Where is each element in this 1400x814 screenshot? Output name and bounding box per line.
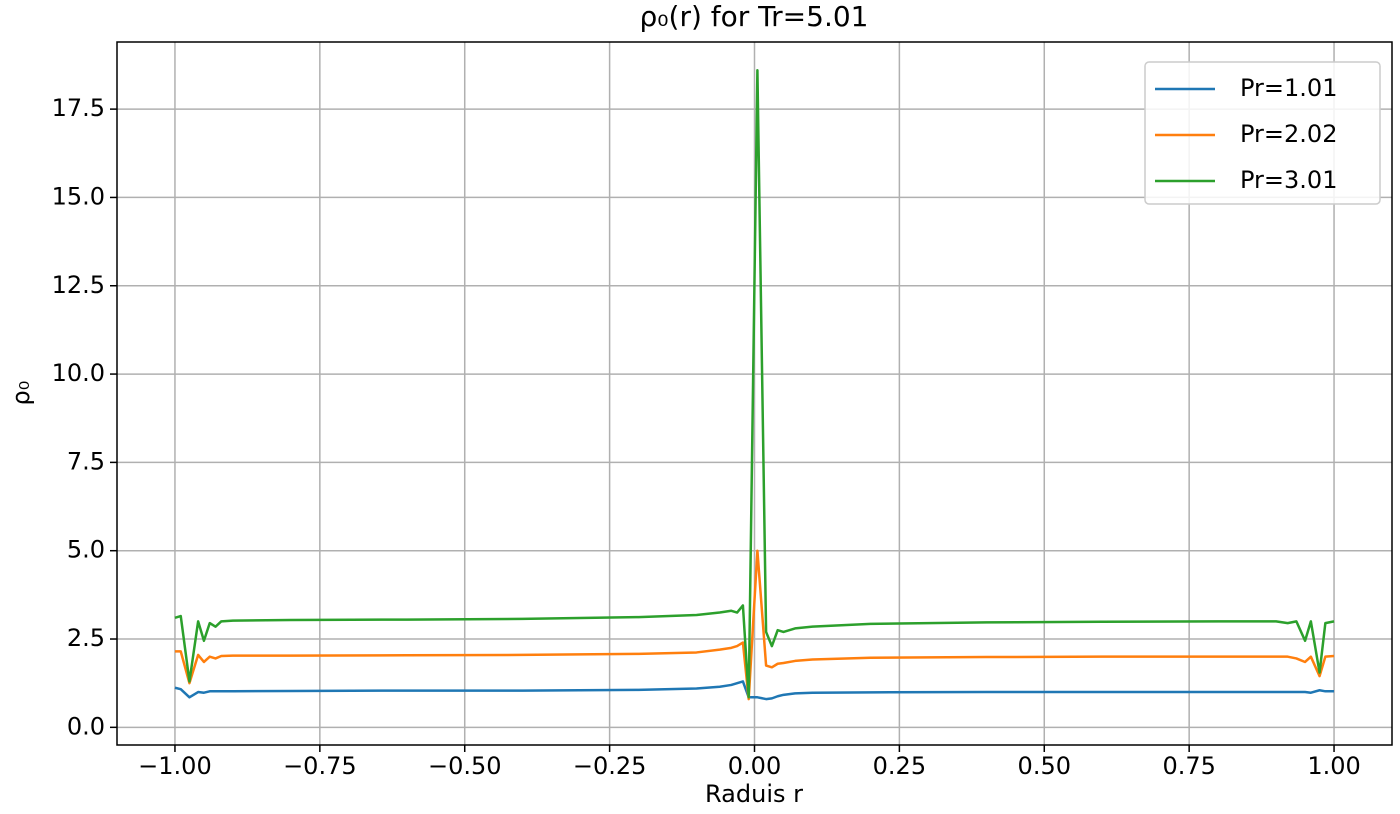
series-line [174,69,1335,699]
legend-label: Pr=2.02 [1240,120,1337,148]
y-tick-label: 17.5 [52,94,105,122]
chart-title: ρ₀(r) for Tr=5.01 [640,0,869,33]
x-tick-label: 0.75 [1162,752,1215,780]
x-tick-label: −1.00 [138,752,212,780]
y-tick-label: 0.0 [67,712,105,740]
x-tick-label: −0.50 [428,752,502,780]
x-tick-label: −0.25 [573,752,647,780]
legend-box [1144,61,1381,205]
x-tick-label: 0.50 [1018,752,1071,780]
y-axis-label: ρ₀ [7,381,35,406]
x-axis-label: Raduis r [705,780,803,808]
x-tick-label: −0.75 [283,752,357,780]
legend-label: Pr=3.01 [1240,166,1337,194]
plot-frame [116,41,1393,746]
y-tick-label: 7.5 [67,447,105,475]
y-tick-label: 15.0 [52,182,105,210]
y-tick-label: 10.0 [52,359,105,387]
series-line [174,680,1335,701]
y-tick-label: 12.5 [52,271,105,299]
x-tick-label: 0.00 [728,752,781,780]
y-tick-label: 2.5 [67,624,105,652]
y-tick-label: 5.0 [67,536,105,564]
x-tick-label: 0.25 [873,752,926,780]
x-tick-label: 1.00 [1307,752,1360,780]
legend-label: Pr=1.01 [1240,74,1337,102]
series-line [174,549,1335,701]
